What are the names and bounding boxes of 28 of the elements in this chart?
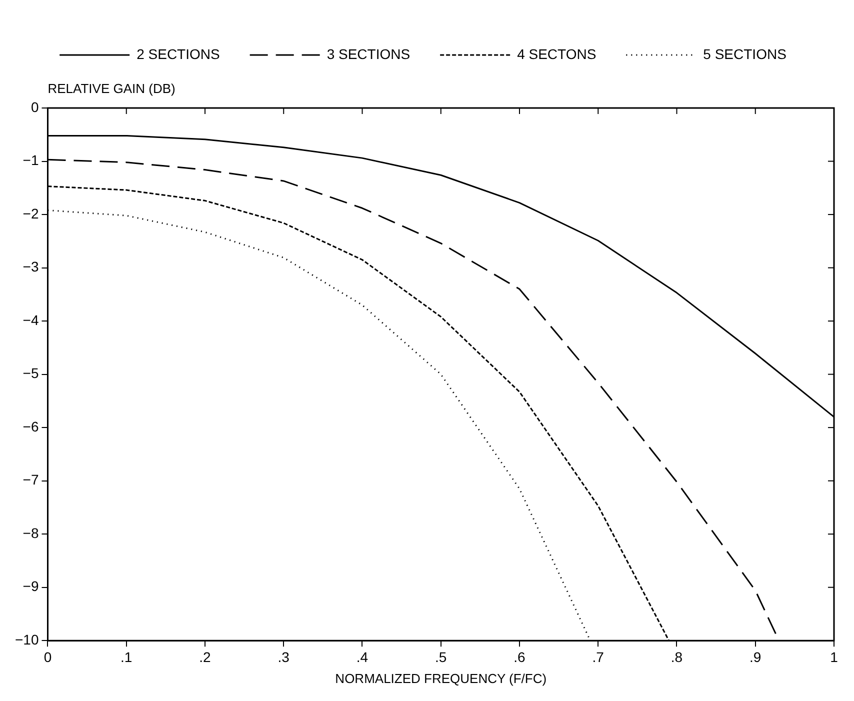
y-tick-label: −6 [22,418,39,434]
y-tick-label: −1 [22,152,39,168]
y-tick-label: −8 [22,524,39,541]
y-tick-label: −5 [22,365,39,382]
y-tick-label: 0 [30,98,39,115]
y-tick-label: −9 [22,578,39,594]
x-axis-title: NORMALIZED FREQUENCY (F/FC) [335,670,547,686]
y-tick-label: −4 [22,312,39,328]
legend-label: 4 SECTONS [517,46,596,62]
x-tick-label: .9 [750,648,762,665]
x-tick-label: .5 [435,648,447,665]
x-tick-label: 0 [44,648,52,665]
x-tick-label: .1 [120,648,132,665]
x-tick-label: 1 [830,648,838,665]
y-tick-label: −2 [22,205,39,222]
y-tick-label: −10 [15,631,39,648]
x-tick-label: .3 [278,648,290,665]
x-tick-label: .2 [199,648,212,665]
x-tick-label: .7 [592,648,604,665]
y-tick-label: −3 [22,258,39,275]
x-tick-label: .6 [514,648,526,665]
legend-label: 3 SECTIONS [326,46,410,62]
y-tick-label: −7 [22,472,39,488]
x-tick-label: .8 [670,648,683,665]
x-tick-label: .4 [356,648,368,665]
legend-label: 5 SECTIONS [703,46,786,62]
y-axis-title: RELATIVE GAIN (DB) [48,81,176,96]
legend-label: 2 SECTIONS [136,46,220,62]
